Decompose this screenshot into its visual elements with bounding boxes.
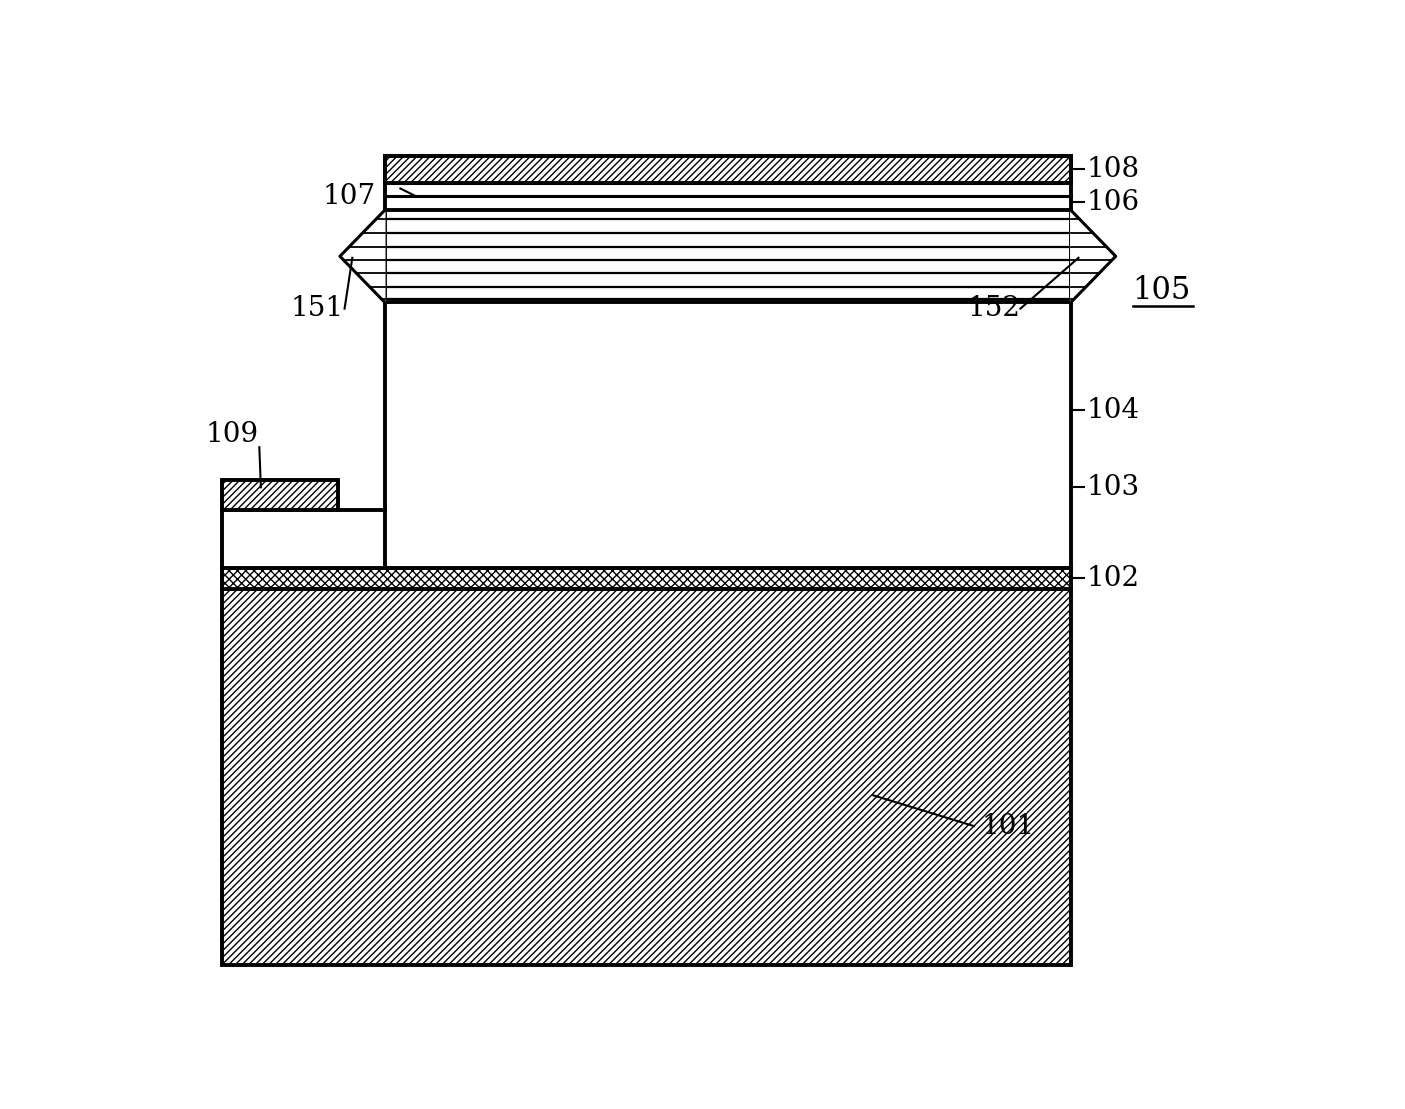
Bar	[222, 589, 1071, 965]
Text: 105: 105	[1132, 275, 1191, 306]
Text: 151: 151	[291, 295, 343, 322]
Bar	[385, 183, 1071, 196]
Bar	[385, 210, 1071, 303]
Text: 109: 109	[205, 421, 259, 448]
Text: 106: 106	[1086, 189, 1139, 216]
Text: 101: 101	[982, 813, 1035, 840]
Text: 152: 152	[968, 295, 1020, 322]
Bar	[222, 479, 339, 510]
Bar	[385, 196, 1071, 210]
Bar	[222, 568, 1071, 589]
Text: 102: 102	[1086, 564, 1139, 591]
Text: 104: 104	[1086, 397, 1139, 424]
Text: 103: 103	[1086, 474, 1139, 501]
Bar	[222, 510, 385, 568]
Polygon shape	[1071, 210, 1116, 303]
Text: 107: 107	[323, 183, 377, 210]
Polygon shape	[340, 210, 385, 303]
Text: 108: 108	[1086, 155, 1139, 183]
Bar	[385, 303, 1071, 568]
Bar	[385, 156, 1071, 183]
